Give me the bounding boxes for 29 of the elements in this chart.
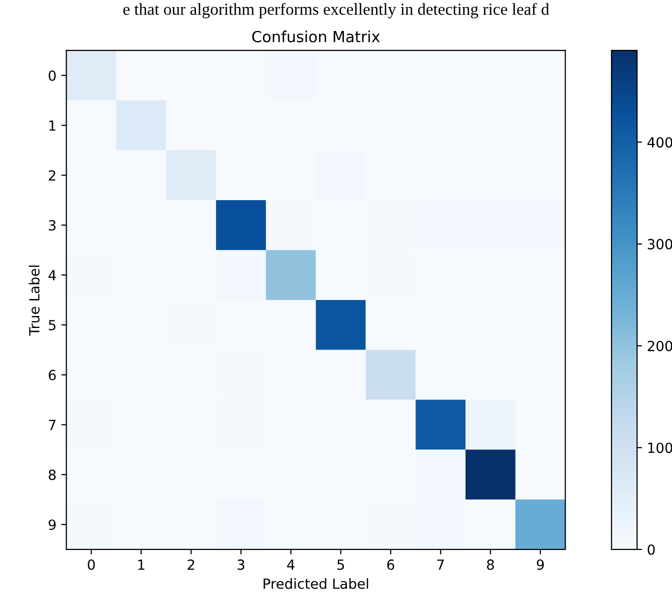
y-tick-label: 7 — [48, 420, 56, 430]
color-bar-label: 400 — [647, 137, 672, 148]
x-tick-label: 3 — [238, 559, 244, 570]
x-tick-label: 6 — [387, 559, 394, 570]
y-tick-label: 2 — [48, 170, 56, 181]
y-tick-label: 1 — [49, 120, 56, 131]
x-tick-label: 8 — [487, 559, 494, 570]
color-bar-label: 200 — [648, 340, 672, 352]
y-tick-label: 5 — [48, 320, 56, 330]
x-tick-label: 5 — [337, 560, 344, 570]
x-tick-label: 1 — [138, 560, 144, 570]
x-axis-title: Predicted Label — [264, 578, 368, 589]
y-tick-label: 4 — [48, 270, 56, 280]
color-bar-label: 300 — [648, 238, 672, 250]
y-tick-label: 3 — [48, 220, 56, 231]
y-tick-label: 9 — [48, 519, 56, 530]
x-tick-label: 2 — [188, 559, 194, 570]
y-axis-title: True Label — [28, 266, 40, 336]
x-tick-label: 4 — [287, 560, 295, 570]
color-bar-label: 0 — [648, 544, 655, 555]
x-tick-label: 0 — [88, 559, 95, 570]
text: e that our algorithm performs excellently in detecting rice leaf d — [123, 2, 550, 18]
chart-title: Confusion Matrix — [252, 30, 380, 42]
y-tick-label: 0 — [48, 70, 56, 81]
y-tick-label: 8 — [48, 470, 56, 480]
y-tick-label: 6 — [48, 370, 56, 380]
color-bar-label: 100 — [648, 442, 672, 454]
x-tick-label: 7 — [437, 560, 444, 570]
x-tick-label: 9 — [536, 559, 544, 570]
